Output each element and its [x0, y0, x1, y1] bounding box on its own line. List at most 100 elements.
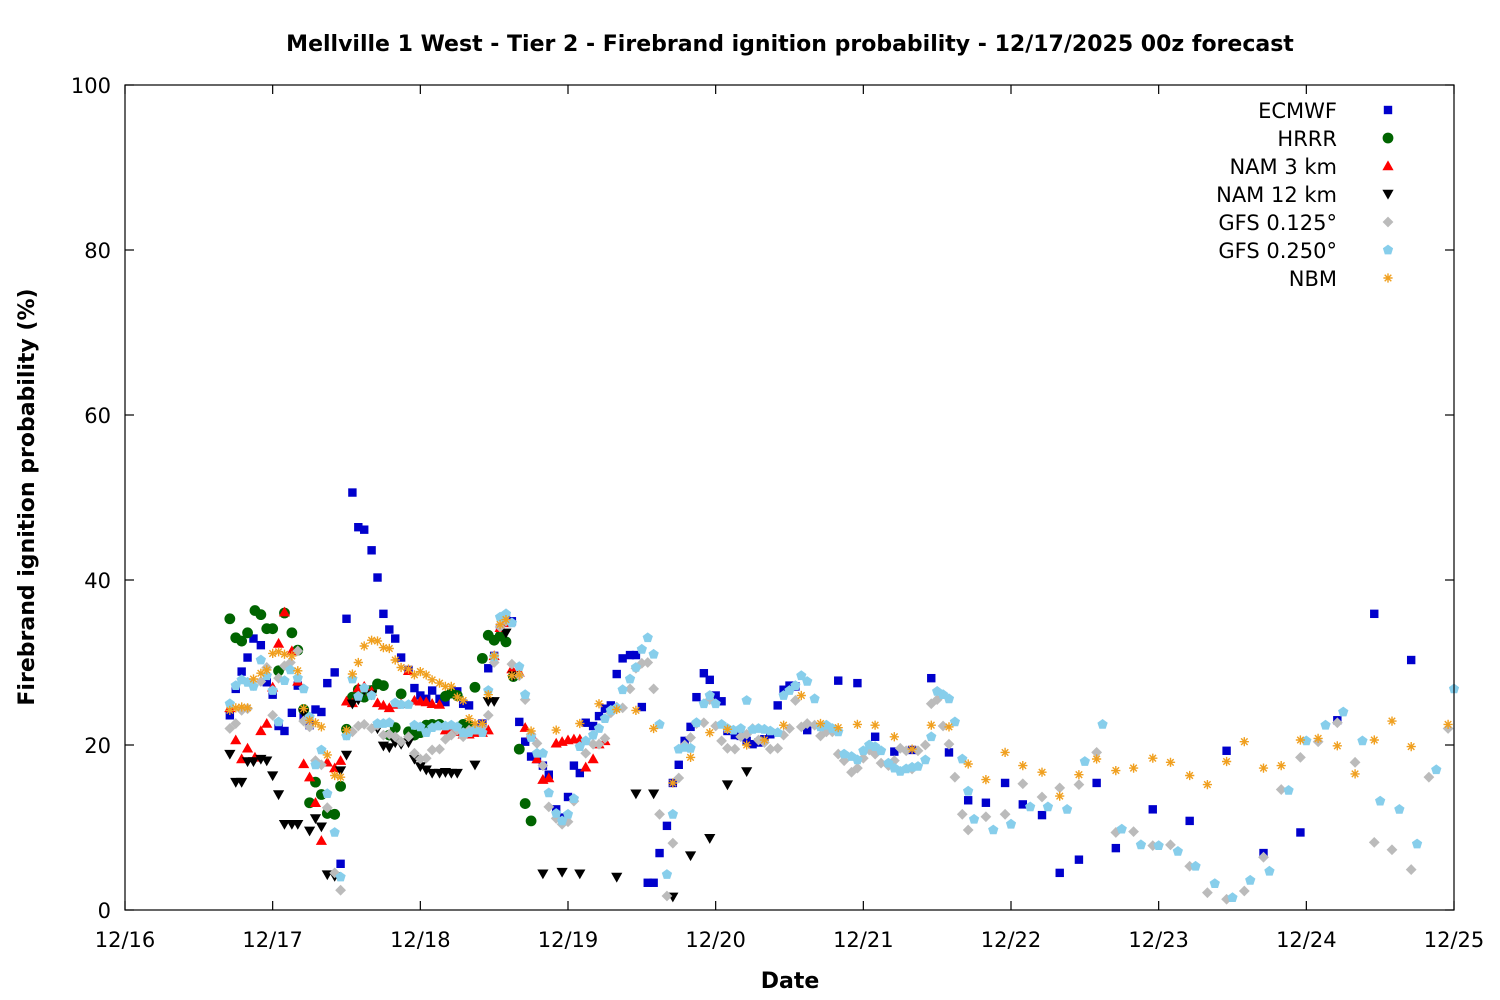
data-point: [691, 717, 702, 728]
data-point: [303, 826, 316, 837]
data-point: [284, 657, 296, 668]
data-point: [1092, 754, 1102, 764]
data-point: [278, 820, 291, 830]
data-point: [267, 685, 278, 695]
data-point: [612, 669, 621, 679]
data-point: [1431, 764, 1442, 775]
data-point: [248, 681, 259, 691]
series-nbm: [225, 615, 1453, 801]
data-point: [1025, 801, 1036, 812]
data-point: [1295, 751, 1306, 763]
data-point: [779, 720, 789, 730]
data-point: [962, 824, 974, 836]
data-point: [1313, 733, 1323, 743]
data-point: [543, 772, 555, 783]
data-point: [1394, 804, 1405, 814]
data-point: [237, 667, 246, 676]
data-point: [927, 673, 936, 683]
data-point: [556, 867, 568, 878]
data-point: [420, 765, 432, 776]
data-point: [1357, 735, 1368, 746]
data-point: [224, 749, 236, 760]
data-point: [630, 789, 642, 800]
data-point: [699, 669, 709, 678]
data-point: [358, 718, 370, 730]
data-point: [256, 668, 266, 678]
data-point: [1018, 761, 1028, 771]
x-tick-label: 12/16: [95, 928, 156, 952]
data-point: [248, 674, 259, 684]
data-point: [298, 758, 310, 769]
data-point: [525, 732, 537, 742]
data-point: [416, 691, 425, 700]
data-point: [543, 801, 555, 813]
data-point: [482, 709, 494, 721]
data-point: [377, 699, 390, 710]
data-point: [612, 704, 622, 715]
data-point: [464, 714, 474, 724]
data-point: [1116, 823, 1127, 834]
data-point: [1331, 717, 1343, 729]
data-point: [648, 683, 660, 695]
data-point: [489, 651, 499, 661]
data-point: [501, 615, 511, 625]
legend-label: GFS 0.125°: [1218, 211, 1337, 235]
data-point: [440, 681, 450, 691]
data-point: [716, 735, 727, 747]
y-tick-label: 20: [84, 734, 111, 758]
data-point: [543, 787, 554, 798]
data-point: [912, 761, 924, 771]
data-point: [1074, 855, 1084, 864]
data-point: [803, 725, 812, 735]
data-point: [698, 698, 709, 709]
legend-label: HRRR: [1277, 127, 1337, 151]
x-axis-label: Date: [761, 969, 820, 994]
data-point: [870, 720, 880, 730]
data-point: [1320, 719, 1331, 730]
data-point: [611, 872, 623, 883]
data-point: [322, 788, 333, 798]
data-point: [1000, 778, 1010, 788]
data-point: [464, 701, 474, 710]
data-point: [674, 760, 683, 769]
data-point: [385, 625, 394, 634]
data-point: [563, 792, 573, 802]
data-point: [353, 690, 364, 701]
data-point: [432, 720, 444, 731]
legend-label: NAM 12 km: [1216, 183, 1337, 207]
data-point: [1283, 785, 1294, 795]
data-point: [625, 650, 635, 660]
data-point: [772, 742, 784, 754]
data-point: [624, 683, 636, 695]
data-point: [446, 681, 456, 691]
data-point: [741, 767, 753, 777]
data-point: [698, 717, 710, 729]
data-point: [1201, 887, 1213, 899]
data-point: [944, 748, 954, 757]
data-point: [870, 732, 880, 741]
data-point: [261, 756, 273, 767]
data-point: [949, 771, 961, 783]
data-point: [1184, 860, 1196, 872]
data-point: [1185, 816, 1194, 826]
y-axis-label: Firebrand ignition probability (%): [15, 288, 40, 705]
data-point: [310, 718, 321, 728]
data-point: [839, 748, 850, 759]
data-point: [1185, 770, 1195, 781]
data-point: [704, 690, 715, 700]
data-point: [630, 662, 642, 672]
data-point: [654, 808, 665, 820]
data-point: [445, 729, 457, 741]
data-point: [721, 780, 734, 791]
x-tick-label: 12/25: [1424, 928, 1485, 952]
data-point: [373, 573, 382, 582]
data-point: [299, 704, 309, 714]
data-point: [279, 649, 290, 659]
data-point: [717, 697, 726, 706]
data-point: [395, 736, 407, 748]
data-point: [526, 726, 536, 736]
data-point: [667, 808, 678, 819]
data-point: [262, 678, 271, 687]
data-point: [378, 680, 389, 691]
